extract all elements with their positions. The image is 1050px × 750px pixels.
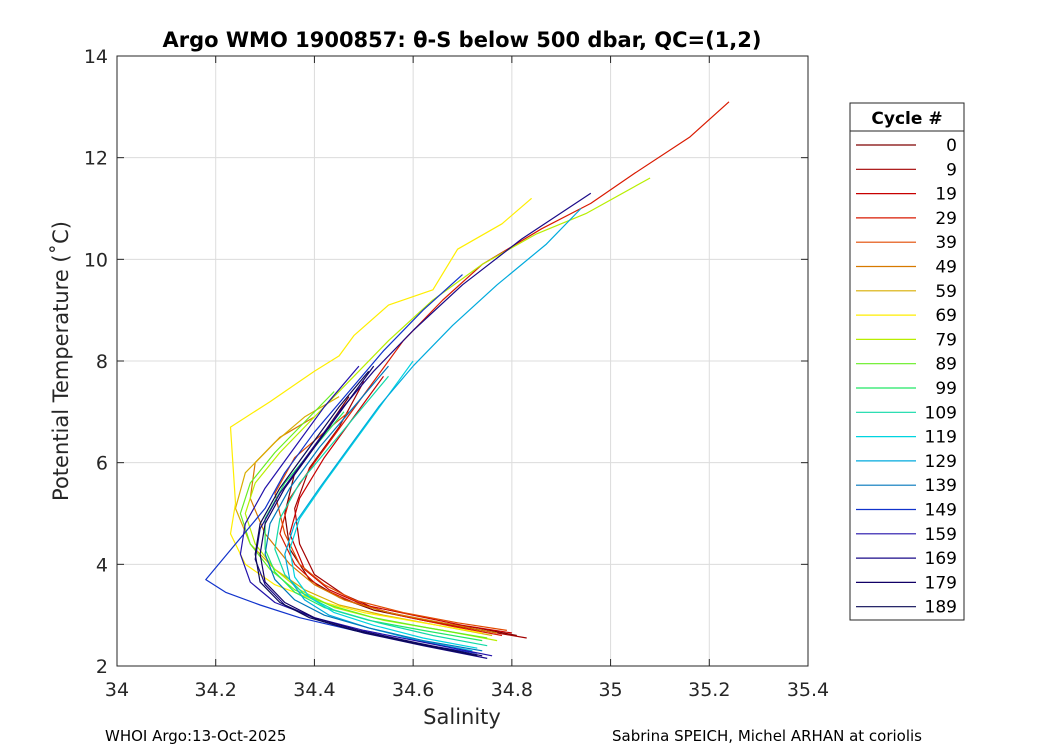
legend-label-59: 59 (935, 282, 957, 302)
series-line-cycle-59 (234, 396, 493, 637)
y-tick-label: 10 (84, 249, 108, 271)
legend-title: Cycle # (871, 109, 942, 129)
legend-label-189: 189 (925, 598, 957, 618)
x-tick-label: 35.2 (688, 679, 730, 701)
legend-label-119: 119 (925, 428, 957, 448)
y-tick-label: 6 (96, 453, 108, 475)
legend-label-129: 129 (925, 452, 957, 472)
series-line-cycle-179 (259, 365, 483, 657)
x-tick-label: 35.4 (787, 679, 829, 701)
series-line-cycle-99 (264, 411, 483, 642)
x-tick-label: 34 (105, 679, 129, 701)
legend-label-179: 179 (925, 573, 957, 593)
legend-label-69: 69 (935, 306, 957, 326)
series-line-cycle-39 (274, 411, 507, 631)
legend-label-139: 139 (925, 476, 957, 496)
series-line-cycle-129 (284, 208, 582, 652)
series-line-cycle-109 (274, 375, 488, 647)
series-line-cycle-119 (289, 360, 478, 649)
y-tick-label: 12 (84, 148, 108, 170)
series-layer (205, 101, 730, 659)
legend-items: 0 9 19 29 39 49 59 69 79 89 99 109 119 129 139 149 159 16… (856, 136, 957, 618)
legend-label-89: 89 (935, 355, 957, 375)
legend-label-29: 29 (935, 209, 957, 229)
footer-right: Sabrina SPEICH, Michel ARHAN at coriolis (612, 727, 922, 745)
series-line-cycle-149 (205, 274, 478, 654)
legend-label-0: 0 (946, 136, 957, 156)
legend-label-79: 79 (935, 330, 957, 350)
series-line-cycle-189 (254, 370, 478, 657)
plot-area: 34 34.2 34.4 34.6 34.8 35 35.2 35.4 2 4 6 8 10 12 14 (84, 46, 829, 701)
legend-label-39: 39 (935, 233, 957, 253)
legend-label-159: 159 (925, 525, 957, 545)
legend-label-169: 169 (925, 549, 957, 569)
x-tick-label: 35 (598, 679, 622, 701)
x-tick-label: 34.8 (491, 679, 533, 701)
legend: Cycle # 0 9 19 29 39 49 59 69 79 89 99 109 119 129 139… (849, 102, 965, 621)
series-line-cycle-139 (264, 365, 483, 652)
x-axis-label: Salinity (423, 705, 501, 729)
legend-label-19: 19 (935, 185, 957, 205)
y-tick-label: 8 (96, 351, 108, 373)
series-line-cycle-159 (239, 365, 493, 657)
footer-left: WHOI Argo:13-Oct-2025 (105, 727, 286, 745)
y-tick-label: 14 (84, 46, 108, 68)
series-line-cycle-79 (244, 177, 651, 642)
legend-label-109: 109 (925, 403, 957, 423)
y-tick-label: 4 (96, 554, 108, 576)
axis-ticks: 34 34.2 34.4 34.6 34.8 35 35.2 35.4 2 4 6 8 10 12 14 (84, 46, 829, 701)
series-line-cycle-9 (294, 381, 527, 639)
legend-label-149: 149 (925, 501, 957, 521)
y-tick-label: 2 (96, 656, 108, 678)
x-tick-label: 34.2 (195, 679, 237, 701)
legend-label-99: 99 (935, 379, 957, 399)
chart-title: Argo WMO 1900857: θ-S below 500 dbar, QC… (163, 28, 762, 52)
legend-label-9: 9 (946, 160, 957, 180)
legend-label-49: 49 (935, 258, 957, 278)
x-tick-label: 34.6 (392, 679, 434, 701)
y-axis-label: Potential Temperature (˚C) (49, 221, 73, 501)
x-tick-label: 34.4 (293, 679, 335, 701)
series-line-cycle-19 (289, 375, 512, 634)
